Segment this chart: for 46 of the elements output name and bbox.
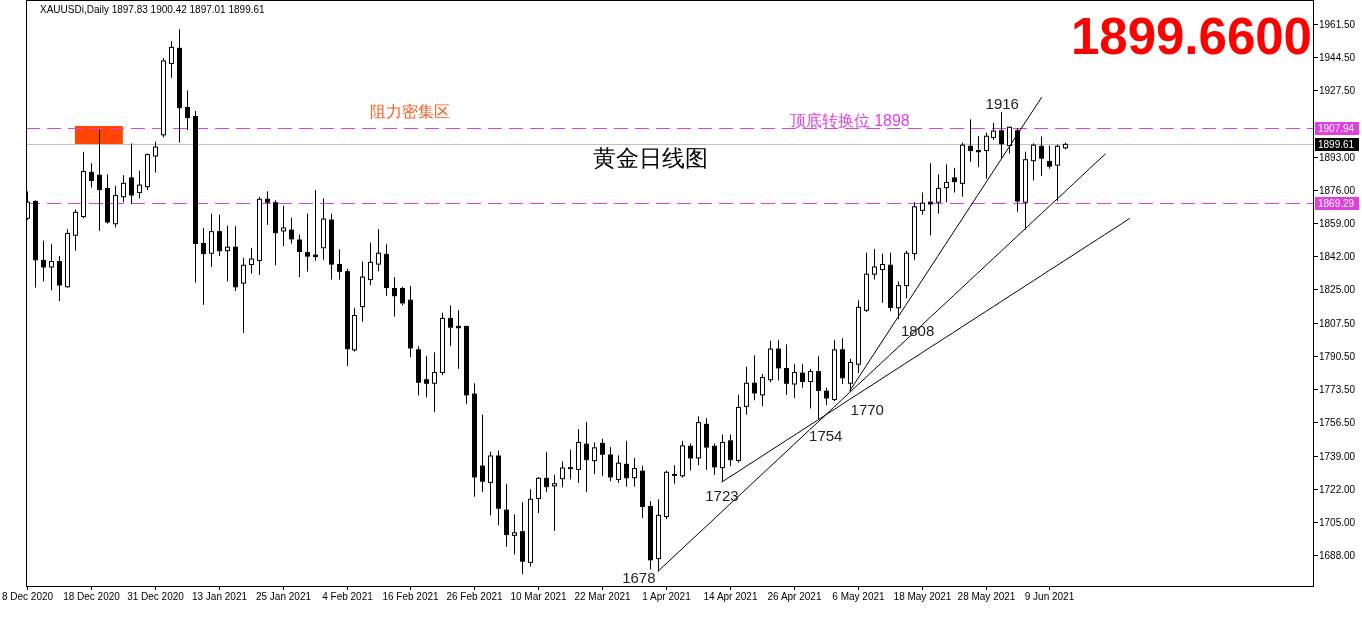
y-tick-label: 1790.50 xyxy=(1319,351,1356,362)
x-tick-label: 28 May 2021 xyxy=(957,591,1016,602)
x-tick-label: 22 Mar 2021 xyxy=(574,591,631,602)
x-tick-label: 26 Apr 2021 xyxy=(767,591,822,602)
y-tick-label: 1893.00 xyxy=(1319,152,1356,163)
x-tick-label: 1 Apr 2021 xyxy=(642,591,691,602)
ref-line-label: 1869.29 xyxy=(1318,198,1355,209)
x-tick-label: 13 Jan 2021 xyxy=(191,591,248,602)
annotation: 1678 xyxy=(622,568,656,586)
x-tick-label: 8 Dec 2020 xyxy=(1,591,54,602)
annotation: 1723 xyxy=(705,487,739,505)
ref-line-label: 1899.61 xyxy=(1318,139,1355,150)
y-tick-label: 1944.50 xyxy=(1319,52,1356,63)
y-tick-label: 1756.50 xyxy=(1319,417,1356,428)
x-tick-label: 31 Dec 2020 xyxy=(127,591,184,602)
y-tick-label: 1773.50 xyxy=(1319,384,1356,395)
x-tick-label: 14 Apr 2021 xyxy=(703,591,758,602)
x-tick-label: 9 Jun 2021 xyxy=(1024,591,1075,602)
annotation: 1770 xyxy=(850,401,884,419)
annotation: 阻力密集区 xyxy=(370,102,451,120)
x-tick-label: 16 Feb 2021 xyxy=(382,591,439,602)
x-tick-label: 6 May 2021 xyxy=(832,591,885,602)
y-tick-label: 1842.00 xyxy=(1319,251,1356,262)
x-tick-label: 10 Mar 2021 xyxy=(510,591,567,602)
x-tick-label: 4 Feb 2021 xyxy=(322,591,373,602)
y-tick-label: 1927.50 xyxy=(1319,85,1356,96)
x-tick-label: 18 May 2021 xyxy=(893,591,952,602)
annotation: 1916 xyxy=(985,94,1019,112)
x-tick-label: 25 Jan 2021 xyxy=(255,591,312,602)
y-tick-label: 1859.00 xyxy=(1319,218,1356,229)
x-tick-label: 26 Feb 2021 xyxy=(446,591,503,602)
y-tick-label: 1688.00 xyxy=(1319,550,1356,561)
annotation: 顶底转换位 1898 xyxy=(789,111,910,129)
y-tick-label: 1961.50 xyxy=(1319,19,1356,30)
annotation: 1899.6600 xyxy=(1070,7,1312,65)
ref-line-label: 1907.94 xyxy=(1318,123,1355,134)
title: 黄金日线图 xyxy=(593,145,709,171)
x-tick-label: 18 Dec 2020 xyxy=(63,591,120,602)
y-tick-label: 1705.00 xyxy=(1319,517,1356,528)
y-tick-label: 1876.00 xyxy=(1319,185,1356,196)
y-tick-label: 1825.00 xyxy=(1319,284,1356,295)
subtitle: XAUUSDi,Daily 1897.83 1900.42 1897.01 1899.61 xyxy=(40,3,265,15)
y-tick-label: 1807.50 xyxy=(1319,318,1356,329)
y-tick-label: 1739.00 xyxy=(1319,451,1356,462)
y-tick-label: 1722.00 xyxy=(1319,484,1356,495)
annotation: 1754 xyxy=(809,426,843,444)
